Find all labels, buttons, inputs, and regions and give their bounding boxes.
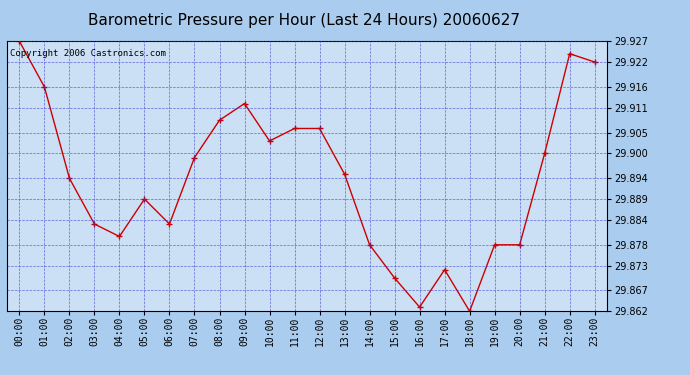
Text: Copyright 2006 Castronics.com: Copyright 2006 Castronics.com — [10, 50, 166, 58]
Text: Barometric Pressure per Hour (Last 24 Hours) 20060627: Barometric Pressure per Hour (Last 24 Ho… — [88, 13, 520, 28]
